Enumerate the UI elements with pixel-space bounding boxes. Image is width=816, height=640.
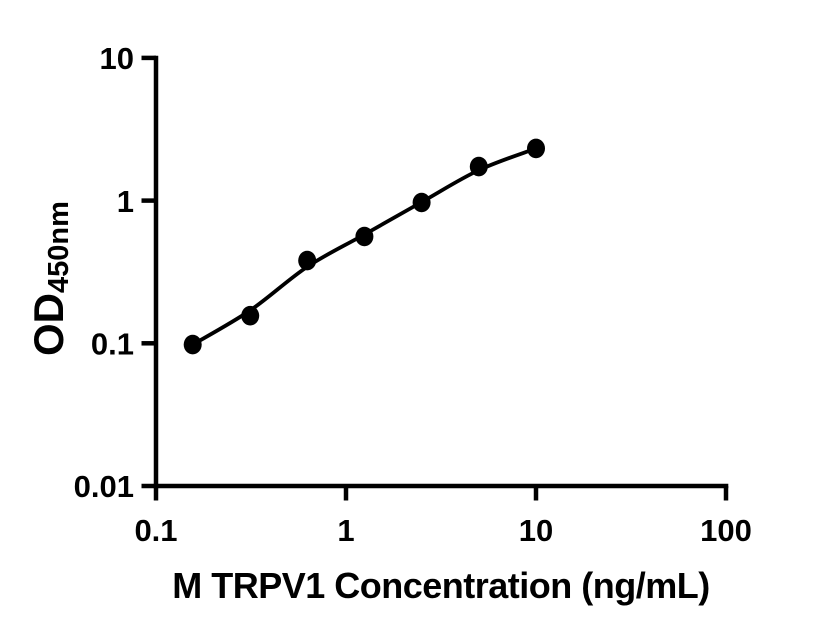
y-axis-title-subscript: 450nm (43, 201, 75, 293)
data-points (183, 138, 545, 355)
y-tick-label: 0.1 (91, 326, 134, 361)
y-tick-label: 10 (100, 41, 134, 76)
y-axis-title-main: OD (25, 293, 72, 356)
x-tick-label: 10 (519, 513, 553, 548)
axes (153, 55, 729, 489)
x-tick-label: 100 (700, 513, 752, 548)
data-point-marker (355, 226, 374, 247)
x-axis-title: M TRPV1 Concentration (ng/mL) (172, 565, 710, 606)
data-point-marker (183, 334, 202, 355)
data-point-marker (469, 156, 488, 177)
axis-ticks (141, 55, 729, 501)
y-axis-title: OD450nm (25, 201, 75, 356)
data-point-marker (298, 250, 317, 271)
x-tick-label: 0.1 (134, 513, 177, 548)
x-tick-label: 1 (337, 513, 354, 548)
y-tick-label: 0.01 (74, 469, 134, 504)
data-point-marker (412, 192, 431, 213)
data-point-marker (527, 138, 545, 159)
data-point-marker (241, 305, 260, 326)
y-tick-label: 1 (117, 184, 134, 219)
